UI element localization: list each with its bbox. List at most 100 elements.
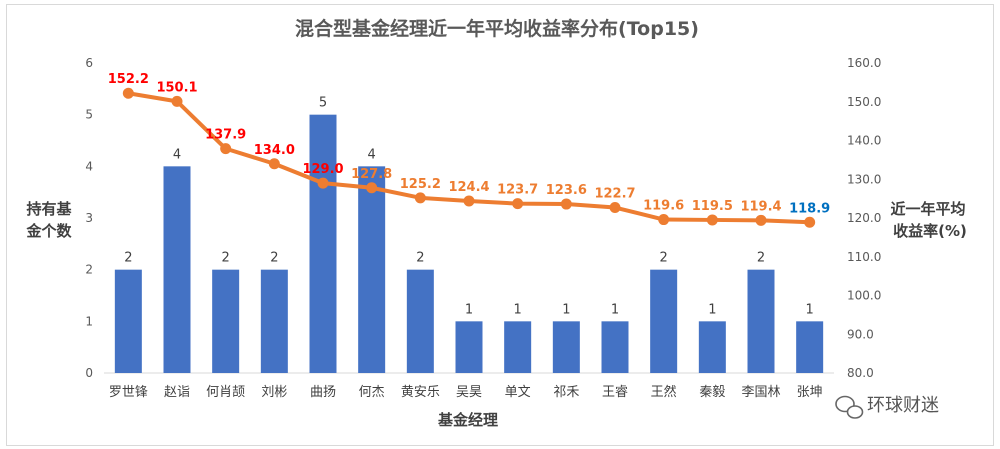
left-axis-tick: 1 xyxy=(85,314,93,328)
line-marker xyxy=(220,143,232,155)
line-data-label: 129.0 xyxy=(302,162,343,177)
category-label: 曲扬 xyxy=(310,385,336,400)
wechat-icon-bubble xyxy=(846,405,864,419)
right-axis-tick: 120.0 xyxy=(847,211,881,225)
line-marker xyxy=(512,198,524,210)
bar xyxy=(796,321,824,373)
line-marker xyxy=(560,198,572,210)
category-label: 祁禾 xyxy=(553,385,579,400)
bar-data-label: 1 xyxy=(514,302,522,317)
right-axis-tick: 110.0 xyxy=(847,250,881,264)
bar xyxy=(601,321,629,373)
bar-data-label: 1 xyxy=(465,302,473,317)
line-data-label: 123.6 xyxy=(546,183,587,198)
line-data-label: 125.2 xyxy=(400,177,441,192)
right-axis-title-line1: 近一年平均 xyxy=(890,200,965,218)
line-data-label: 137.9 xyxy=(205,128,246,143)
category-label: 何杰 xyxy=(359,384,385,400)
bar-data-label: 4 xyxy=(368,147,376,162)
bar xyxy=(309,114,337,374)
left-axis-tick: 4 xyxy=(85,159,93,173)
line-data-label: 122.7 xyxy=(594,187,635,202)
bar-data-label: 2 xyxy=(757,251,765,266)
bar xyxy=(650,269,678,373)
line-marker xyxy=(755,214,767,226)
chart-title: 混合型基金经理近一年平均收益率分布(Top15) xyxy=(295,17,699,40)
left-axis-title-line1: 持有基 xyxy=(26,200,72,218)
line-data-label: 124.4 xyxy=(448,180,489,195)
left-axis-tick: 6 xyxy=(85,56,93,70)
category-label: 张坤 xyxy=(797,385,823,400)
category-label: 吴昊 xyxy=(456,385,482,400)
left-axis-title-line2: 金个数 xyxy=(25,222,72,240)
bar xyxy=(260,269,288,373)
category-label: 罗世锋 xyxy=(109,385,148,400)
bar xyxy=(212,269,240,373)
left-axis-tick: 0 xyxy=(85,366,93,380)
line-data-label: 152.2 xyxy=(108,72,149,87)
category-label: 刘彬 xyxy=(261,385,287,400)
category-label: 何肖颉 xyxy=(206,384,245,400)
right-axis-tick: 100.0 xyxy=(847,289,881,303)
category-label: 赵诣 xyxy=(164,385,190,400)
bar-data-label: 2 xyxy=(270,251,278,266)
right-axis-tick: 140.0 xyxy=(847,134,881,148)
bar xyxy=(504,321,532,373)
line-marker xyxy=(171,95,183,107)
line-data-label: 150.1 xyxy=(156,80,197,95)
line-data-label: 127.8 xyxy=(351,167,392,182)
right-axis-tick: 80.0 xyxy=(847,366,874,380)
line-data-label: 119.6 xyxy=(643,199,684,214)
line-data-label: 134.0 xyxy=(254,143,295,158)
bar-data-label: 2 xyxy=(660,251,668,266)
line-marker xyxy=(706,214,718,226)
category-label: 王然 xyxy=(651,384,677,400)
bar-data-label: 2 xyxy=(416,251,424,266)
bar xyxy=(552,321,580,373)
bar-data-label: 2 xyxy=(222,251,230,266)
bar-data-label: 1 xyxy=(562,302,570,317)
right-axis-tick: 160.0 xyxy=(847,56,881,70)
line-data-label: 119.4 xyxy=(740,199,781,214)
right-axis-title-line2: 收益率(%) xyxy=(893,222,967,240)
right-axis-tick: 150.0 xyxy=(847,95,881,109)
line-marker xyxy=(317,177,329,189)
left-axis-tick: 5 xyxy=(85,108,93,122)
bar xyxy=(163,166,191,373)
line-data-label: 118.9 xyxy=(789,201,830,216)
wechat-icon xyxy=(835,395,855,413)
line-marker xyxy=(804,216,816,228)
line-marker xyxy=(463,195,475,207)
bar xyxy=(747,269,775,373)
watermark-text: 环球财迷 xyxy=(867,395,939,416)
bar-data-label: 2 xyxy=(124,251,132,266)
bar xyxy=(114,269,142,373)
left-axis-tick: 2 xyxy=(85,263,93,277)
category-label: 李国林 xyxy=(741,385,780,400)
category-label: 秦毅 xyxy=(699,384,725,400)
bar xyxy=(455,321,483,373)
bar-data-label: 4 xyxy=(173,147,181,162)
bar-data-label: 1 xyxy=(708,302,716,317)
bar xyxy=(406,269,434,373)
x-axis-title: 基金经理 xyxy=(437,411,498,429)
bar-data-label: 1 xyxy=(806,302,814,317)
line-data-label: 119.5 xyxy=(692,199,733,214)
category-label: 王睿 xyxy=(602,385,628,400)
bar-data-label: 5 xyxy=(319,96,327,111)
line-marker xyxy=(609,202,621,214)
bar-data-label: 1 xyxy=(611,302,619,317)
line-marker xyxy=(268,158,280,170)
bar xyxy=(358,166,386,373)
line-marker xyxy=(414,192,426,204)
line-marker xyxy=(658,214,670,226)
right-axis-tick: 130.0 xyxy=(847,172,881,186)
left-axis-tick: 3 xyxy=(85,211,93,225)
right-axis-tick: 90.0 xyxy=(847,327,874,341)
line-marker xyxy=(366,182,378,194)
category-label: 黄安乐 xyxy=(401,385,440,400)
line-data-label: 123.7 xyxy=(497,183,538,198)
category-label: 单文 xyxy=(505,385,531,400)
bar xyxy=(698,321,726,373)
